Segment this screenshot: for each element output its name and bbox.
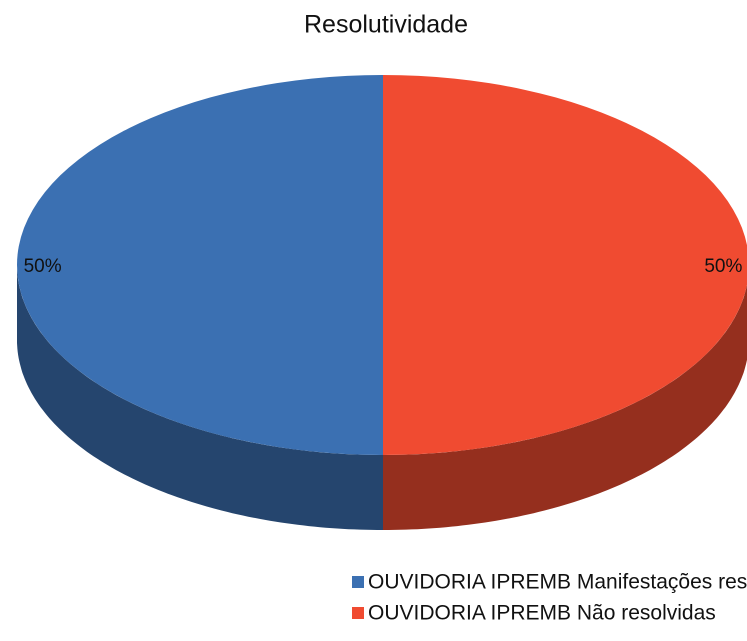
legend-swatch — [352, 576, 364, 588]
pie-slice — [17, 75, 383, 455]
data-label: 50% — [704, 256, 742, 277]
legend-label: OUVIDORIA IPREMB Não resolvidas — [368, 602, 716, 625]
legend-label: OUVIDORIA IPREMB Manifestações resolvida… — [368, 571, 747, 594]
legend-swatch — [352, 607, 364, 619]
data-label: 50% — [24, 256, 62, 277]
pie-slice — [383, 75, 747, 455]
pie-side — [383, 284, 747, 530]
chart-title: Resolutividade — [304, 11, 468, 39]
pie-side — [17, 265, 383, 530]
